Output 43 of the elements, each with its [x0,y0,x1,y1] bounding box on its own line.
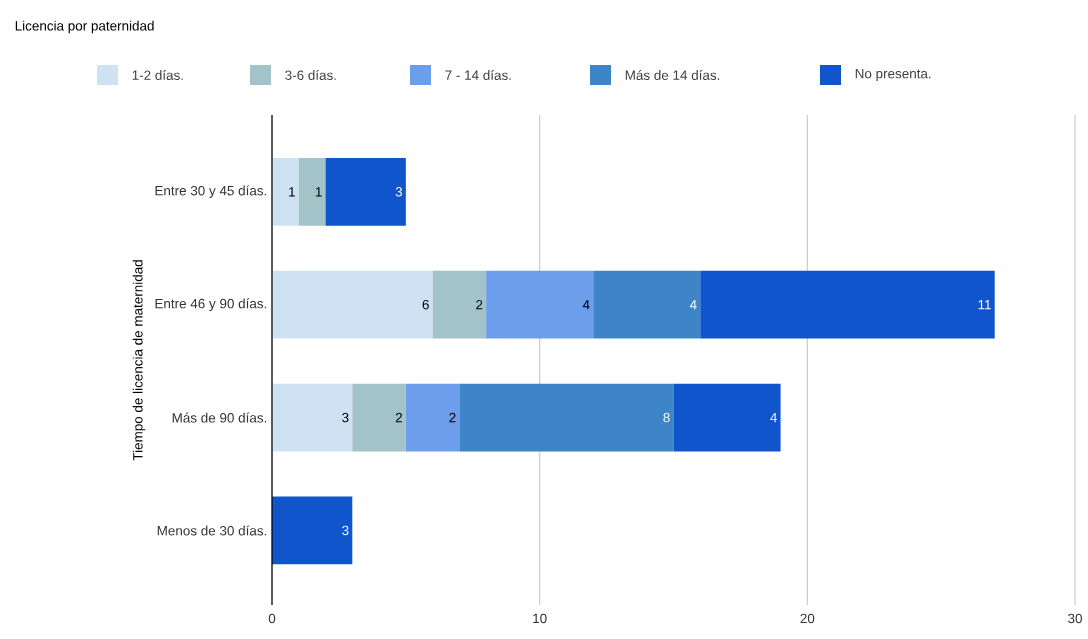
y-axis-title: Tiempo de licencia de maternidad [132,260,146,461]
data-label: 8 [663,412,670,423]
bar [405,383,460,452]
legend-label: 1-2 días. [132,69,183,80]
data-label: 4 [689,300,697,310]
y-tick-label: Entre 30 y 45 días. [155,185,267,199]
bar [459,383,674,452]
x-tick-label: 20 [800,613,815,624]
data-label: 2 [449,412,456,423]
bar [432,270,487,339]
y-tick-label: Entre 46 y 90 días. [155,298,267,312]
bar [325,157,406,226]
text: Licencia por paternidad [15,20,154,34]
bar [593,270,701,339]
x-tick-label: 30 [1068,613,1082,624]
legend-label: Más de 14 días. [625,69,720,80]
bar [272,270,433,339]
data-label: 4 [582,300,590,310]
data-label: 3 [342,412,349,423]
bar [272,157,299,226]
data-label: 6 [422,299,429,310]
data-label: 3 [395,187,403,197]
data-label: 2 [395,412,402,423]
x-tick-label: 0 [268,613,276,624]
bar [486,270,594,339]
data-label: 3 [342,525,349,536]
legend-label: 3-6 días. [285,69,336,80]
bar [673,383,781,452]
y-tick-label: Más de 90 días. [172,412,267,423]
bar [272,496,353,565]
data-label: 1 [315,187,322,197]
legend-label: 7 - 14 días. [445,69,511,80]
data-label: 11 [978,300,991,310]
data-label: 4 [770,412,777,423]
x-tick-label: 10 [533,613,547,624]
bar [298,157,326,226]
y-tick-label: Menos de 30 días. [157,525,267,536]
bar [272,383,353,452]
data-label: 1 [289,187,295,197]
bar [352,383,406,452]
bar [700,270,995,339]
legend-label: No presenta. [855,68,931,82]
data-label: 2 [476,299,483,310]
